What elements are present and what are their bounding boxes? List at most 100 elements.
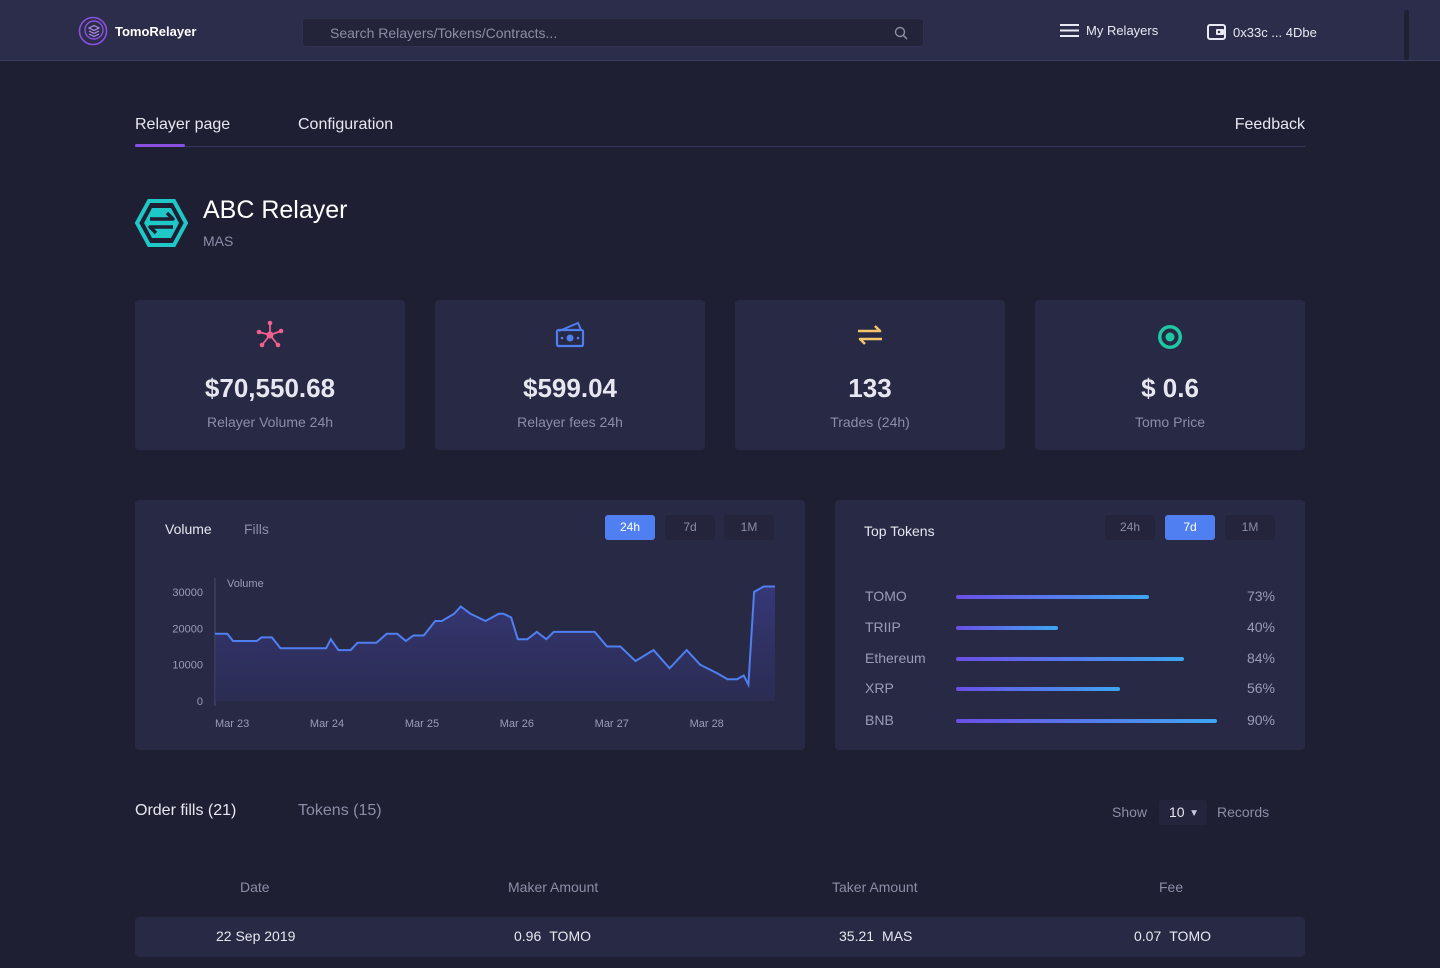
app-name: TomoRelayer <box>115 23 197 39</box>
token-name: XRP <box>865 680 894 696</box>
my-relayers-link[interactable]: My Relayers <box>1060 23 1158 38</box>
app-logo[interactable]: TomoRelayer <box>78 16 196 46</box>
token-row: TRIIP 40% <box>865 619 1275 639</box>
token-percent: 73% <box>1246 588 1275 604</box>
tab-fills[interactable]: Fills <box>244 521 269 537</box>
table-row[interactable]: 22 Sep 2019 0.96 TOMO 35.21 MAS 0.07 TOMO <box>135 917 1305 957</box>
volume-chart: Volume 0 10000 20000 30000 Mar 23 Mar 24 Mar … <box>172 578 775 730</box>
stat-card-tomo-price: $ 0.6 Tomo Price <box>1035 300 1305 450</box>
stat-value: $599.04 <box>523 373 617 403</box>
stat-label: Tomo Price <box>1134 414 1206 430</box>
stat-card-trades: 133 Trades (24h) <box>735 300 1005 450</box>
my-relayers-label: My Relayers <box>1086 23 1159 38</box>
token-name: Ethereum <box>865 650 926 666</box>
page-tabs: Relayer page Configuration Feedback <box>135 110 1305 147</box>
maker-token: TOMO <box>549 928 591 944</box>
taker-amount-value: 35.21 <box>839 928 875 944</box>
token-name: BNB <box>865 712 894 728</box>
token-row: BNB 90% <box>865 712 1275 732</box>
cell-fee: 0.07 TOMO <box>1134 928 1211 944</box>
search-input[interactable] <box>303 19 923 46</box>
top-navbar: TomoRelayer My Relayers 0x33c ... 4Dbe <box>0 0 1440 61</box>
cell-taker-amount: 35.21 MAS <box>839 928 912 944</box>
records-label: Records <box>1217 804 1270 820</box>
tokens-range-7d-button[interactable]: 7d <box>1165 515 1215 540</box>
fee-value: 0.07 <box>1134 928 1162 944</box>
stat-label: Relayer Volume 24h <box>206 414 334 430</box>
column-header-taker-amount[interactable]: Taker Amount <box>832 879 918 895</box>
search-box <box>302 18 924 47</box>
cell-date: 22 Sep 2019 <box>216 928 296 944</box>
stat-value: $70,550.68 <box>204 373 336 403</box>
x-tick-label: Mar 24 <box>310 718 344 730</box>
menu-icon <box>1060 24 1079 37</box>
cell-maker-amount: 0.96 TOMO <box>514 928 591 944</box>
tomorelayer-logo-icon <box>78 16 108 46</box>
y-tick-label: 30000 <box>172 587 203 599</box>
volume-chart-panel: Volume Fills 24h 7d 1M Volume 0 10000 2000… <box>135 500 805 750</box>
tokens-range-1m-button[interactable]: 1M <box>1225 515 1275 540</box>
relayer-symbol: MAS <box>203 233 234 249</box>
stat-label: Relayer fees 24h <box>517 414 623 430</box>
x-tick-label: Mar 28 <box>690 718 724 730</box>
money-icon <box>555 321 585 348</box>
caret-down-icon: ▼ <box>1189 808 1199 819</box>
maker-amount-value: 0.96 <box>514 928 542 944</box>
column-header-maker-amount[interactable]: Maker Amount <box>508 879 599 895</box>
stat-value: 133 <box>848 373 892 403</box>
volume-line <box>215 585 775 689</box>
y-tick-label: 20000 <box>172 623 203 635</box>
active-tab-indicator <box>135 144 185 147</box>
stat-card-fees: $599.04 Relayer fees 24h <box>435 300 705 450</box>
wallet-address-button[interactable]: 0x33c ... 4Dbe <box>1207 23 1317 41</box>
header-scrollbar[interactable] <box>1404 10 1409 60</box>
y-axis-label: Volume <box>227 578 264 590</box>
y-tick-label: 10000 <box>172 660 203 672</box>
x-tick-label: Mar 25 <box>405 718 439 730</box>
token-share-bar <box>956 719 1218 723</box>
relayer-name: ABC Relayer <box>203 196 348 224</box>
token-row: Ethereum 84% <box>865 650 1275 670</box>
token-share-bar <box>956 626 1059 630</box>
token-share-bar <box>956 687 1121 691</box>
tab-tokens[interactable]: Tokens (15) <box>298 802 382 819</box>
token-percent: 90% <box>1246 712 1275 728</box>
column-header-fee[interactable]: Fee <box>1159 879 1184 895</box>
swap-arrows-icon <box>858 325 882 345</box>
token-percent: 84% <box>1246 650 1275 666</box>
records-per-page-value: 10 <box>1169 804 1185 820</box>
taker-token: MAS <box>882 928 913 944</box>
volume-area <box>215 586 775 701</box>
token-share-bar <box>956 595 1150 599</box>
x-tick-label: Mar 26 <box>500 718 534 730</box>
network-icon <box>256 320 284 348</box>
feedback-link[interactable]: Feedback <box>1234 116 1305 133</box>
tokens-range-24h-button[interactable]: 24h <box>1105 515 1155 540</box>
x-tick-label: Mar 23 <box>215 718 249 730</box>
search-icon[interactable] <box>894 26 908 40</box>
volume-range-7d-button[interactable]: 7d <box>665 515 715 540</box>
fee-token: TOMO <box>1169 928 1211 944</box>
tab-order-fills[interactable]: Order fills (21) <box>135 802 237 819</box>
tab-volume[interactable]: Volume <box>165 521 212 537</box>
token-row: TOMO 73% <box>865 588 1275 608</box>
relayer-logo-icon <box>135 199 188 247</box>
stat-label: Trades (24h) <box>830 414 910 430</box>
token-name: TOMO <box>865 588 907 604</box>
y-tick-label: 0 <box>197 696 203 708</box>
token-percent: 56% <box>1246 680 1275 696</box>
stat-card-volume: $70,550.68 Relayer Volume 24h <box>135 300 405 450</box>
column-header-date[interactable]: Date <box>240 879 270 895</box>
token-percent: 40% <box>1246 619 1275 635</box>
wallet-icon <box>1207 24 1226 40</box>
volume-range-1m-button[interactable]: 1M <box>724 515 774 540</box>
show-label: Show <box>1112 804 1148 820</box>
volume-range-24h-button[interactable]: 24h <box>605 515 655 540</box>
tab-configuration[interactable]: Configuration <box>298 116 394 133</box>
top-tokens-panel: Top Tokens 24h 7d 1M TOMO 73% TRIIP 40% … <box>835 500 1305 750</box>
tab-relayer-page[interactable]: Relayer page <box>135 116 231 133</box>
wallet-address: 0x33c ... 4Dbe <box>1233 24 1317 40</box>
token-name: TRIIP <box>865 619 901 635</box>
records-per-page-select[interactable]: 10 ▼ <box>1159 800 1207 825</box>
top-tokens-title: Top Tokens <box>864 523 935 539</box>
